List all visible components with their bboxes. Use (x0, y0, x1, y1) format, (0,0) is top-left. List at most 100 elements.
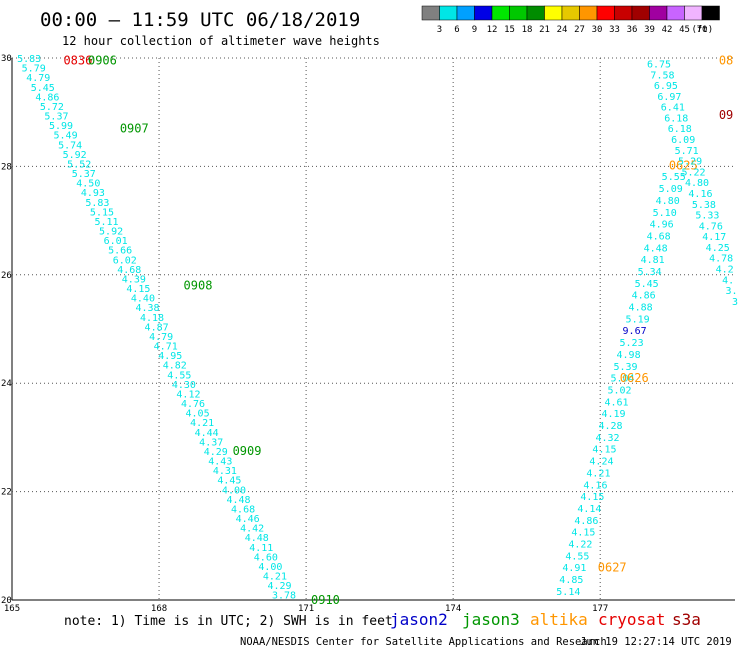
wave-height-value: 4.21 (586, 468, 610, 479)
wave-height-value: 5.79 (22, 64, 46, 75)
pass-time-label: 0626 (620, 371, 649, 385)
x-tick-label: 165 (4, 604, 20, 614)
wave-height-value: 5.33 (695, 211, 719, 222)
legend-bin-label: 12 (487, 25, 498, 35)
wave-height-value: 4.16 (583, 480, 607, 491)
wave-height-value: 4.88 (629, 303, 653, 314)
legend-bin-label: 30 (592, 25, 603, 35)
chart-subtitle: 12 hour collection of altimeter wave hei… (62, 34, 380, 48)
wave-height-value: 4.86 (632, 291, 656, 302)
wave-height-value: 5.39 (614, 362, 638, 373)
wave-height-value: 4.76 (699, 221, 723, 232)
credit-line: NOAA/NESDIS Center for Satellite Applica… (240, 636, 607, 648)
wave-height-value: 7.58 (650, 70, 674, 81)
wave-height-value: 5.22 (682, 167, 706, 178)
legend-bin-label: 15 (504, 25, 515, 35)
wave-height-value: 4.2 (716, 265, 734, 276)
wave-height-value: 4.25 (706, 243, 730, 254)
wave-height-value: 4.95 (158, 351, 182, 362)
wave-height-value: 4.44 (195, 428, 219, 439)
wave-height-value: 4.45 (217, 476, 241, 487)
wave-height-value: 4.00 (258, 562, 282, 573)
wave-height-value: 4.32 (595, 433, 619, 444)
legend-bin-label: 39 (644, 25, 655, 35)
legend-swatch (421, 5, 440, 21)
wave-height-value: 5.72 (40, 102, 64, 113)
y-tick-label: 22 (1, 488, 12, 498)
pass-time-label: 0908 (184, 279, 213, 293)
pass-time-label: 0627 (598, 560, 627, 574)
wave-height-value: 6.18 (668, 124, 692, 135)
wave-height-value: 4.80 (656, 196, 680, 207)
pass-time-label: 0625 (669, 158, 698, 172)
wave-height-value: 9.67 (623, 326, 647, 337)
wave-height-value: 5.49 (54, 131, 78, 142)
wave-height-value: 3 (732, 297, 738, 308)
wave-height-value: 6.09 (671, 135, 695, 146)
wave-height-value: 6.01 (104, 236, 128, 247)
wave-height-value: 4.31 (213, 466, 237, 477)
wave-height-value: 5.74 (58, 140, 82, 151)
wave-height-value: 4.38 (135, 303, 159, 314)
wave-height-value: 6.95 (654, 81, 678, 92)
legend-swatch (439, 5, 458, 21)
wave-height-value: 4.05 (186, 409, 210, 420)
legend-swatch (666, 5, 685, 21)
legend-swatch (526, 5, 545, 21)
wave-height-value: 4.48 (644, 243, 668, 254)
y-tick-label: 28 (1, 162, 12, 172)
wave-height-value: 4.29 (204, 447, 228, 458)
wave-height-value: 4.55 (565, 551, 589, 562)
wave-height-value: 4.21 (263, 572, 287, 583)
pass-time-label: 08 (719, 54, 733, 68)
wave-height-value: 5.71 (675, 146, 699, 157)
wave-height-value: 5.38 (692, 200, 716, 211)
wave-height-value: 4.00 (222, 485, 246, 496)
wave-height-value: 4.43 (208, 457, 232, 468)
chart-title: 00:00 — 11:59 UTC 06/18/2019 (40, 9, 360, 31)
generated-timestamp: Jun 19 12:27:14 UTC 2019 (580, 636, 732, 648)
pass-time-label: 0907 (120, 121, 149, 135)
wave-height-value: 6.18 (664, 113, 688, 124)
legend-bin-label: 6 (454, 25, 459, 35)
color-legend: 3 6 9 12 15 18 21 24 27 30 33 36 39 42 45 70(ft) (421, 5, 720, 35)
wave-height-value: 5.14 (556, 587, 580, 598)
legend-swatch (509, 5, 528, 21)
wave-height-value: 4.30 (172, 380, 196, 391)
wave-height-value: 4.21 (190, 418, 214, 429)
wave-height-value: 6.41 (661, 103, 685, 114)
wave-height-value: 4.68 (231, 504, 255, 515)
pass-time-label: 0836 (63, 54, 92, 68)
wave-height-value: 5.37 (44, 112, 68, 123)
legend-swatch (561, 5, 580, 21)
wave-height-value: 4.42 (240, 524, 264, 535)
plot-area: 165 168 171 174 1773028262422205.835.794.795… (1, 54, 738, 614)
wave-height-value: 4.37 (199, 437, 223, 448)
wave-height-value: 6.02 (113, 255, 137, 266)
wave-height-value: 5.66 (108, 246, 132, 257)
wave-height-value: 4.46 (236, 514, 260, 525)
satellite-label-jason2: jason2 (390, 610, 448, 629)
legend-swatch (579, 5, 598, 21)
wave-height-value: 4.68 (117, 265, 141, 276)
footer-note: note: 1) Time is in UTC; 2) SWH is in fe… (64, 614, 393, 629)
wave-height-value: 4.24 (589, 457, 613, 468)
wave-height-value: 4. (722, 275, 734, 286)
wave-height-value: 4.15 (126, 284, 150, 295)
y-tick-label: 24 (1, 379, 12, 389)
track-values: 5.835.794.795.454.865.725.375.995.495.74… (17, 54, 738, 606)
wave-height-value: 4.86 (35, 92, 59, 103)
wave-height-value: 4.50 (76, 179, 100, 190)
satellite-label-cryosat: cryosat (598, 610, 665, 629)
x-tick-label: 177 (592, 604, 608, 614)
wave-height-value: 5.15 (90, 207, 114, 218)
wave-height-value: 4.15 (580, 492, 604, 503)
wave-height-value: 6.97 (657, 92, 681, 103)
wave-height-value: 4.86 (574, 516, 598, 527)
wave-height-value: 5.10 (653, 208, 677, 219)
legend-bin-label: 45 (679, 25, 690, 35)
wave-height-value: 5.45 (31, 83, 55, 94)
wave-height-value: 4.79 (26, 73, 50, 84)
wave-height-value: 4.29 (267, 581, 291, 592)
legend-swatch (456, 5, 475, 21)
